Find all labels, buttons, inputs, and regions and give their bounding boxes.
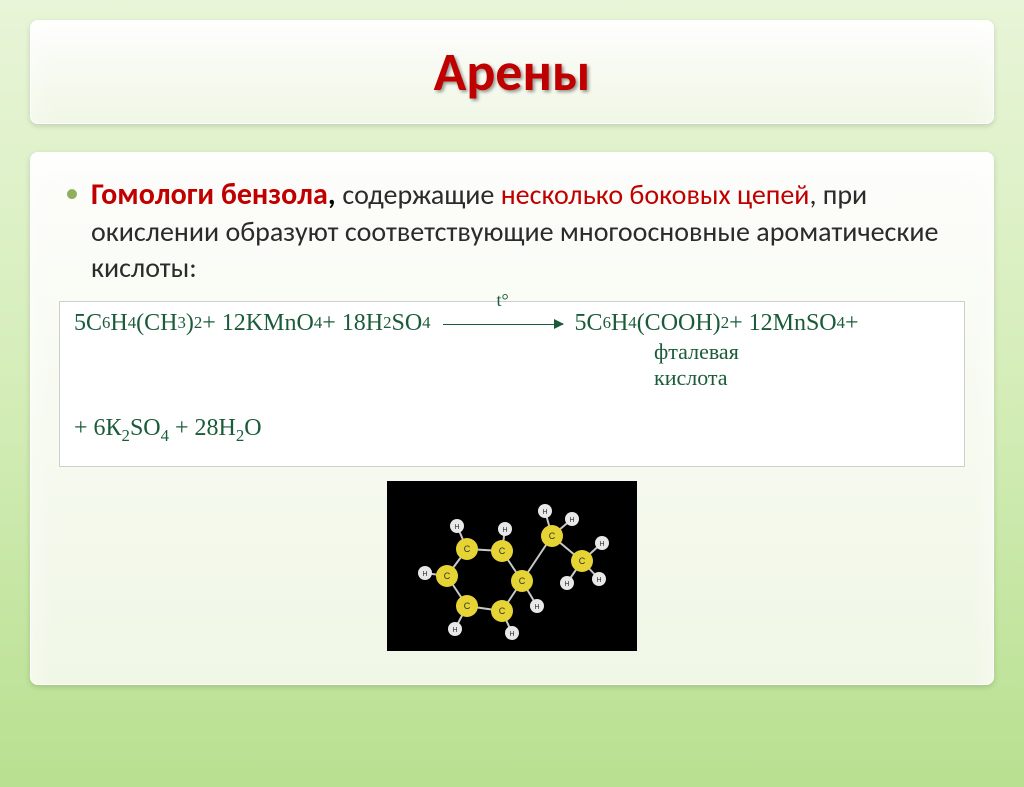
eq-sub: 4 [128,313,136,333]
eq-frag: 5C [74,310,102,337]
text-comma: , [328,176,343,213]
svg-text:H: H [534,604,539,611]
eq-frag: + 12KMnO [202,310,314,337]
eq-frag: H [110,310,127,337]
svg-text:C: C [519,576,526,586]
arrow-condition: t° [496,290,508,311]
eq-frag: O [244,415,261,441]
eq-sub: 4 [628,313,636,333]
eq-sub: 4 [422,313,430,333]
bullet-icon: • [65,175,79,211]
molecule-wrap: C C C C C C C C H H H H H H H H H H H [59,481,965,656]
eq-frag: SO [130,415,161,441]
eq-frag: H [611,310,628,337]
svg-text:C: C [499,546,506,556]
eq-frag: 5C [575,310,603,337]
eq-frag: + 28H [169,415,236,441]
svg-text:H: H [502,527,507,534]
eq-sub: 6 [603,313,611,333]
svg-text:H: H [422,571,427,578]
paragraph-text: Гомологи бензола, содержащие несколько б… [91,175,965,287]
content-panel: • Гомологи бензола, содержащие несколько… [30,152,994,685]
svg-text:H: H [599,541,604,548]
eq-sub: 2 [721,313,729,333]
svg-text:C: C [464,601,471,611]
eq-sub: 6 [102,313,110,333]
molecule-diagram: C C C C C C C C H H H H H H H H H H H [387,481,637,651]
eq-sub: 3 [177,313,185,333]
svg-text:H: H [542,509,547,516]
eq-frag: + 12MnSO [729,310,837,337]
eq-sub: 4 [314,313,322,333]
eq-sub: 2 [383,313,391,333]
text-bold-red: Гомологи бензола [91,176,328,213]
arrow-head-icon [554,319,564,329]
product-label: фталевая кислота [654,339,950,391]
eq-sub: 2 [122,426,130,445]
equation-line-1: 5C6H4(CH3)2 + 12KMnO4 + 18H2SO4 t° 5C6H4… [74,310,950,337]
product-label-l2: кислота [654,365,728,390]
product-label-l1: фталевая [654,339,739,364]
eq-frag: (COOH) [637,310,721,337]
eq-frag: + 6К [74,415,122,441]
title-panel: Арены [30,20,994,124]
equation-line-3: + 6К2SO4 + 28H2O [74,415,950,446]
reaction-arrow: t° [443,310,563,337]
svg-text:C: C [549,531,556,541]
svg-text:H: H [596,577,601,584]
svg-text:H: H [452,627,457,634]
svg-text:H: H [454,524,459,531]
eq-sub: 4 [837,313,845,333]
svg-text:C: C [444,571,451,581]
text-plain-1: содержащие [342,177,500,212]
svg-text:C: C [464,544,471,554]
svg-text:H: H [564,581,569,588]
arrow-line-icon [443,324,563,326]
svg-text:C: C [579,556,586,566]
bullet-paragraph: • Гомологи бензола, содержащие несколько… [59,175,965,287]
svg-text:H: H [509,631,514,638]
eq-frag: + 18H [322,310,383,337]
text-red: несколько боковых цепей [501,177,810,212]
eq-sub: 4 [161,426,169,445]
svg-text:C: C [499,606,506,616]
eq-frag: (CH [136,310,177,337]
eq-frag: ) [186,310,194,337]
svg-text:H: H [569,517,574,524]
eq-frag: SO [391,310,422,337]
eq-sub: 2 [194,313,202,333]
equation-box: 5C6H4(CH3)2 + 12KMnO4 + 18H2SO4 t° 5C6H4… [59,301,965,467]
slide-title: Арены [61,39,963,105]
eq-frag: + [845,310,859,337]
